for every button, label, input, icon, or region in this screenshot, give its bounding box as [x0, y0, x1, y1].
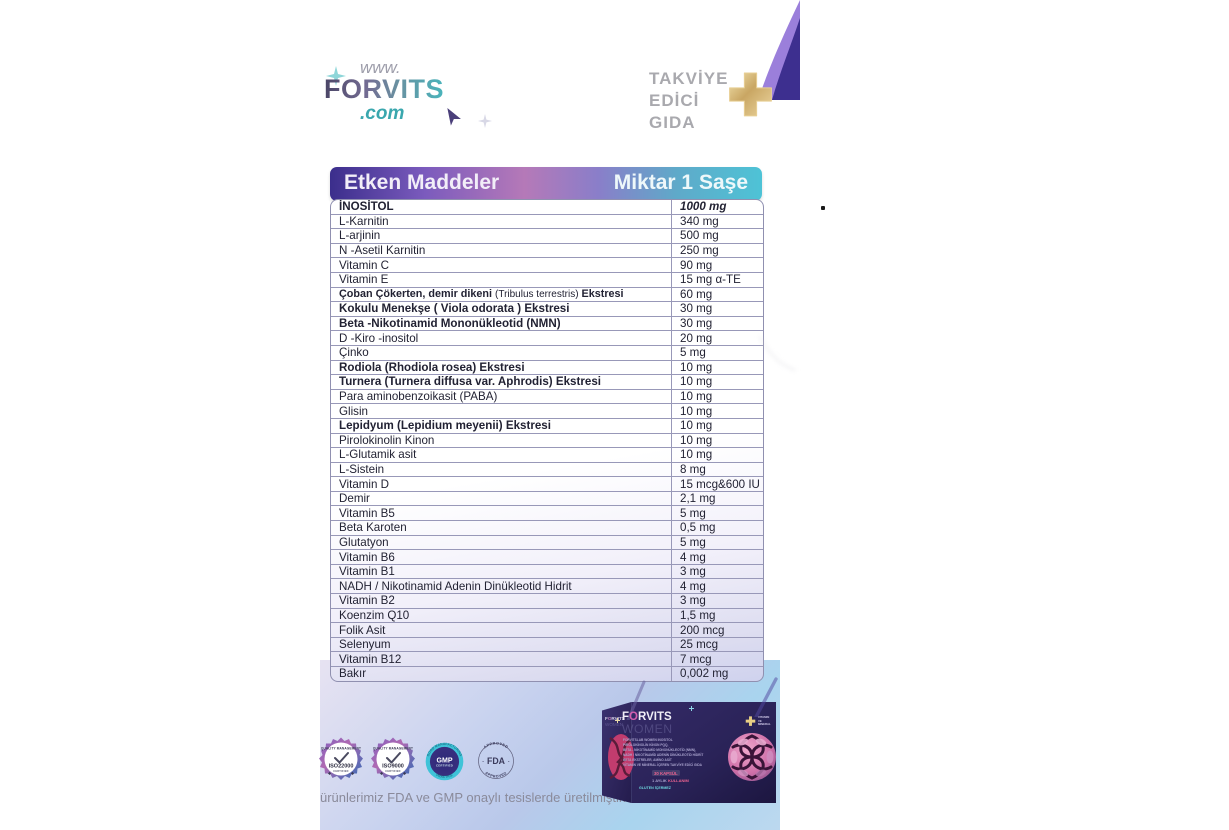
- svg-text:CERTIFIED: CERTIFIED: [385, 770, 400, 773]
- svg-text:QUALITY MANAGEMENT: QUALITY MANAGEMENT: [373, 747, 413, 751]
- svg-text:ISO22000: ISO22000: [329, 764, 354, 770]
- svg-text:APPROVED: APPROVED: [484, 771, 508, 779]
- svg-text:FDA: FDA: [487, 756, 506, 766]
- svg-text:•: •: [483, 759, 484, 763]
- svg-text:CERTIFIED: CERTIFIED: [436, 764, 453, 768]
- svg-text:CERTIFIED: CERTIFIED: [333, 770, 348, 773]
- svg-text:APPROVED: APPROVED: [483, 741, 509, 749]
- svg-text:ISO9000: ISO9000: [382, 764, 404, 770]
- svg-text:QUALITY MANAGEMENT: QUALITY MANAGEMENT: [321, 747, 361, 751]
- svg-text:•: •: [508, 759, 509, 763]
